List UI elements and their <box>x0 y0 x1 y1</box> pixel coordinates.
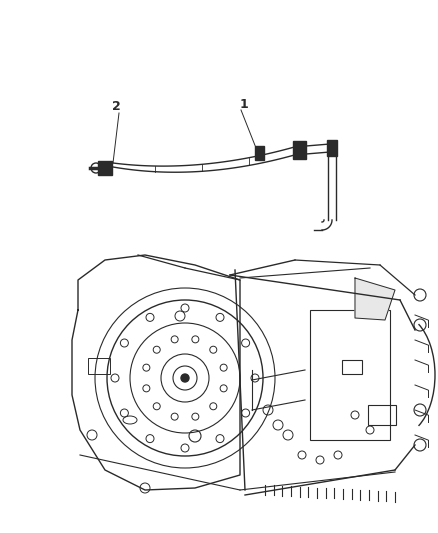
Polygon shape <box>355 278 395 320</box>
Bar <box>88 358 110 374</box>
Text: 2: 2 <box>112 101 120 114</box>
Bar <box>327 140 337 156</box>
Bar <box>368 405 396 425</box>
Bar <box>342 360 362 374</box>
Circle shape <box>181 374 189 382</box>
Bar <box>255 146 264 160</box>
Bar <box>98 161 112 175</box>
Text: 1: 1 <box>240 98 248 110</box>
Bar <box>310 310 390 440</box>
Bar <box>293 141 306 159</box>
